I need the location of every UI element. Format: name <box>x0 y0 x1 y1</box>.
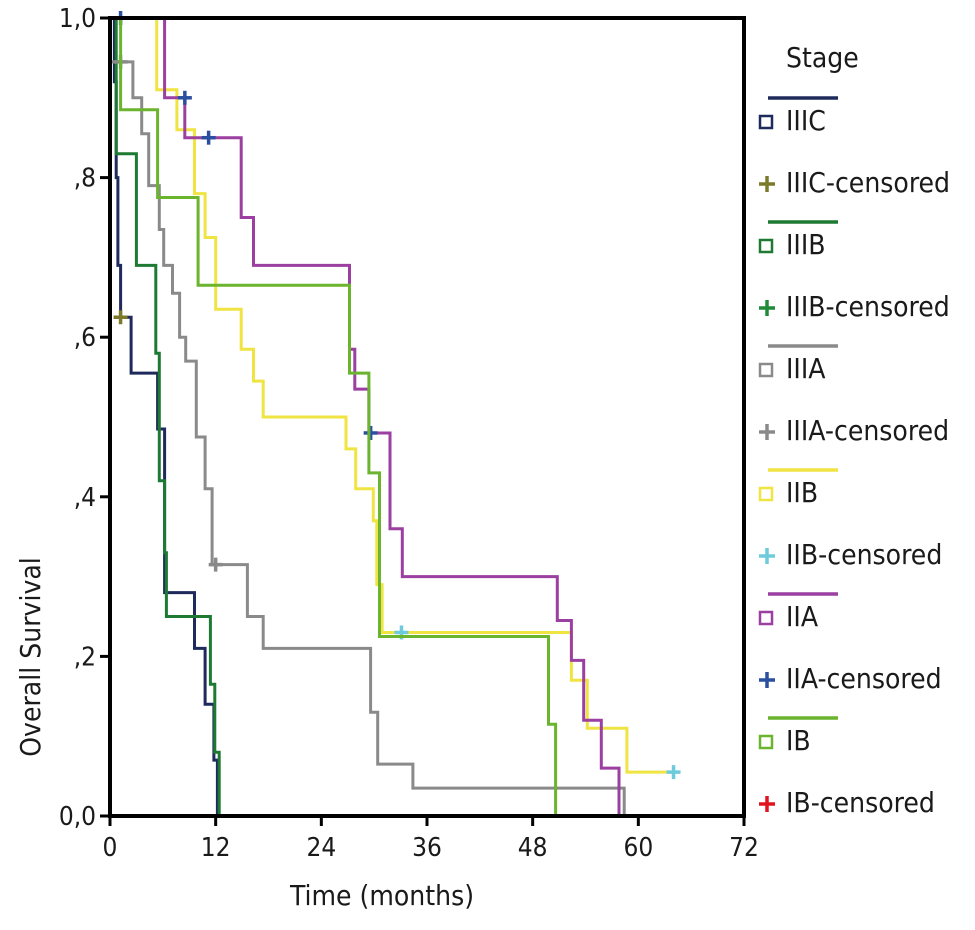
legend-label: IIIC-censored <box>786 166 950 199</box>
x-axis-title: Time (months) <box>289 879 474 912</box>
legend-item-ib-censored: IB-censored <box>759 786 935 819</box>
x-tick-label: 72 <box>729 833 759 863</box>
series-line-ib <box>110 16 558 816</box>
x-tick-label: 60 <box>623 833 653 863</box>
y-tick-label: ,2 <box>74 642 96 672</box>
censor-mark-iiia <box>208 557 223 572</box>
x-tick-label: 48 <box>518 833 548 863</box>
y-tick-label: ,8 <box>74 164 96 194</box>
x-tick-label: 36 <box>412 833 442 863</box>
legend-label: IIB-censored <box>786 538 942 571</box>
y-tick-label: ,6 <box>74 323 96 353</box>
y-tick-label: ,4 <box>74 483 96 513</box>
series-line-iia <box>110 16 621 816</box>
legend: Stage IIIC IIIC-censored IIIB IIIB-censored… <box>758 41 950 819</box>
series-layer <box>110 11 681 816</box>
legend-label: IIA <box>786 600 819 633</box>
y-axis-title: Overall Survival <box>14 557 47 757</box>
legend-label: IIIB-censored <box>786 290 950 323</box>
legend-item-iiic: IIIC <box>758 96 838 137</box>
legend-label: IIB <box>786 476 818 509</box>
legend-item-iib-censored: IIB-censored <box>759 538 942 571</box>
censor-mark-iib <box>666 765 681 780</box>
legend-label: IB <box>786 724 811 757</box>
legend-label: IIIC <box>786 104 826 137</box>
legend-item-iiic-censored: IIIC-censored <box>759 166 950 199</box>
series-line-iiia <box>110 60 626 816</box>
censor-mark-iia <box>177 90 192 105</box>
legend-item-iiia: IIIA <box>758 344 838 385</box>
legend-label: IB-censored <box>786 786 935 819</box>
legend-item-iiia-censored: IIIA-censored <box>759 414 949 447</box>
y-tick-label: 0,0 <box>59 802 96 832</box>
legend-title: Stage <box>786 41 859 74</box>
x-tick-label: 12 <box>201 833 231 863</box>
legend-item-iia: IIA <box>758 592 838 633</box>
legend-square-icon <box>758 362 774 378</box>
censor-mark-iia <box>363 425 378 440</box>
legend-square-icon <box>758 238 774 254</box>
censor-mark-iia <box>201 130 216 145</box>
x-tick-label: 24 <box>306 833 336 863</box>
legend-label: IIA-censored <box>786 662 942 695</box>
legend-item-iiib-censored: IIIB-censored <box>759 290 950 323</box>
legend-item-iiib: IIIB <box>758 220 838 261</box>
legend-square-icon <box>758 114 774 130</box>
legend-label: IIIB <box>786 228 826 261</box>
legend-item-ib: IB <box>758 716 838 757</box>
legend-square-icon <box>758 486 774 502</box>
legend-label: IIIA <box>786 352 826 385</box>
legend-item-iib: IIB <box>758 468 838 509</box>
series-line-iiib <box>110 16 221 816</box>
censor-mark-iiic <box>113 310 128 325</box>
legend-item-iia-censored: IIA-censored <box>759 662 942 695</box>
series-line-iib <box>110 16 674 774</box>
legend-square-icon <box>758 734 774 750</box>
legend-square-icon <box>758 610 774 626</box>
legend-label: IIIA-censored <box>786 414 949 447</box>
x-tick-label: 0 <box>103 833 118 863</box>
axis-layer: 0 12 24 36 48 60 72 0,0 ,2 ,4 ,6 ,8 1,0 <box>59 4 759 863</box>
y-tick-label: 1,0 <box>59 4 96 34</box>
